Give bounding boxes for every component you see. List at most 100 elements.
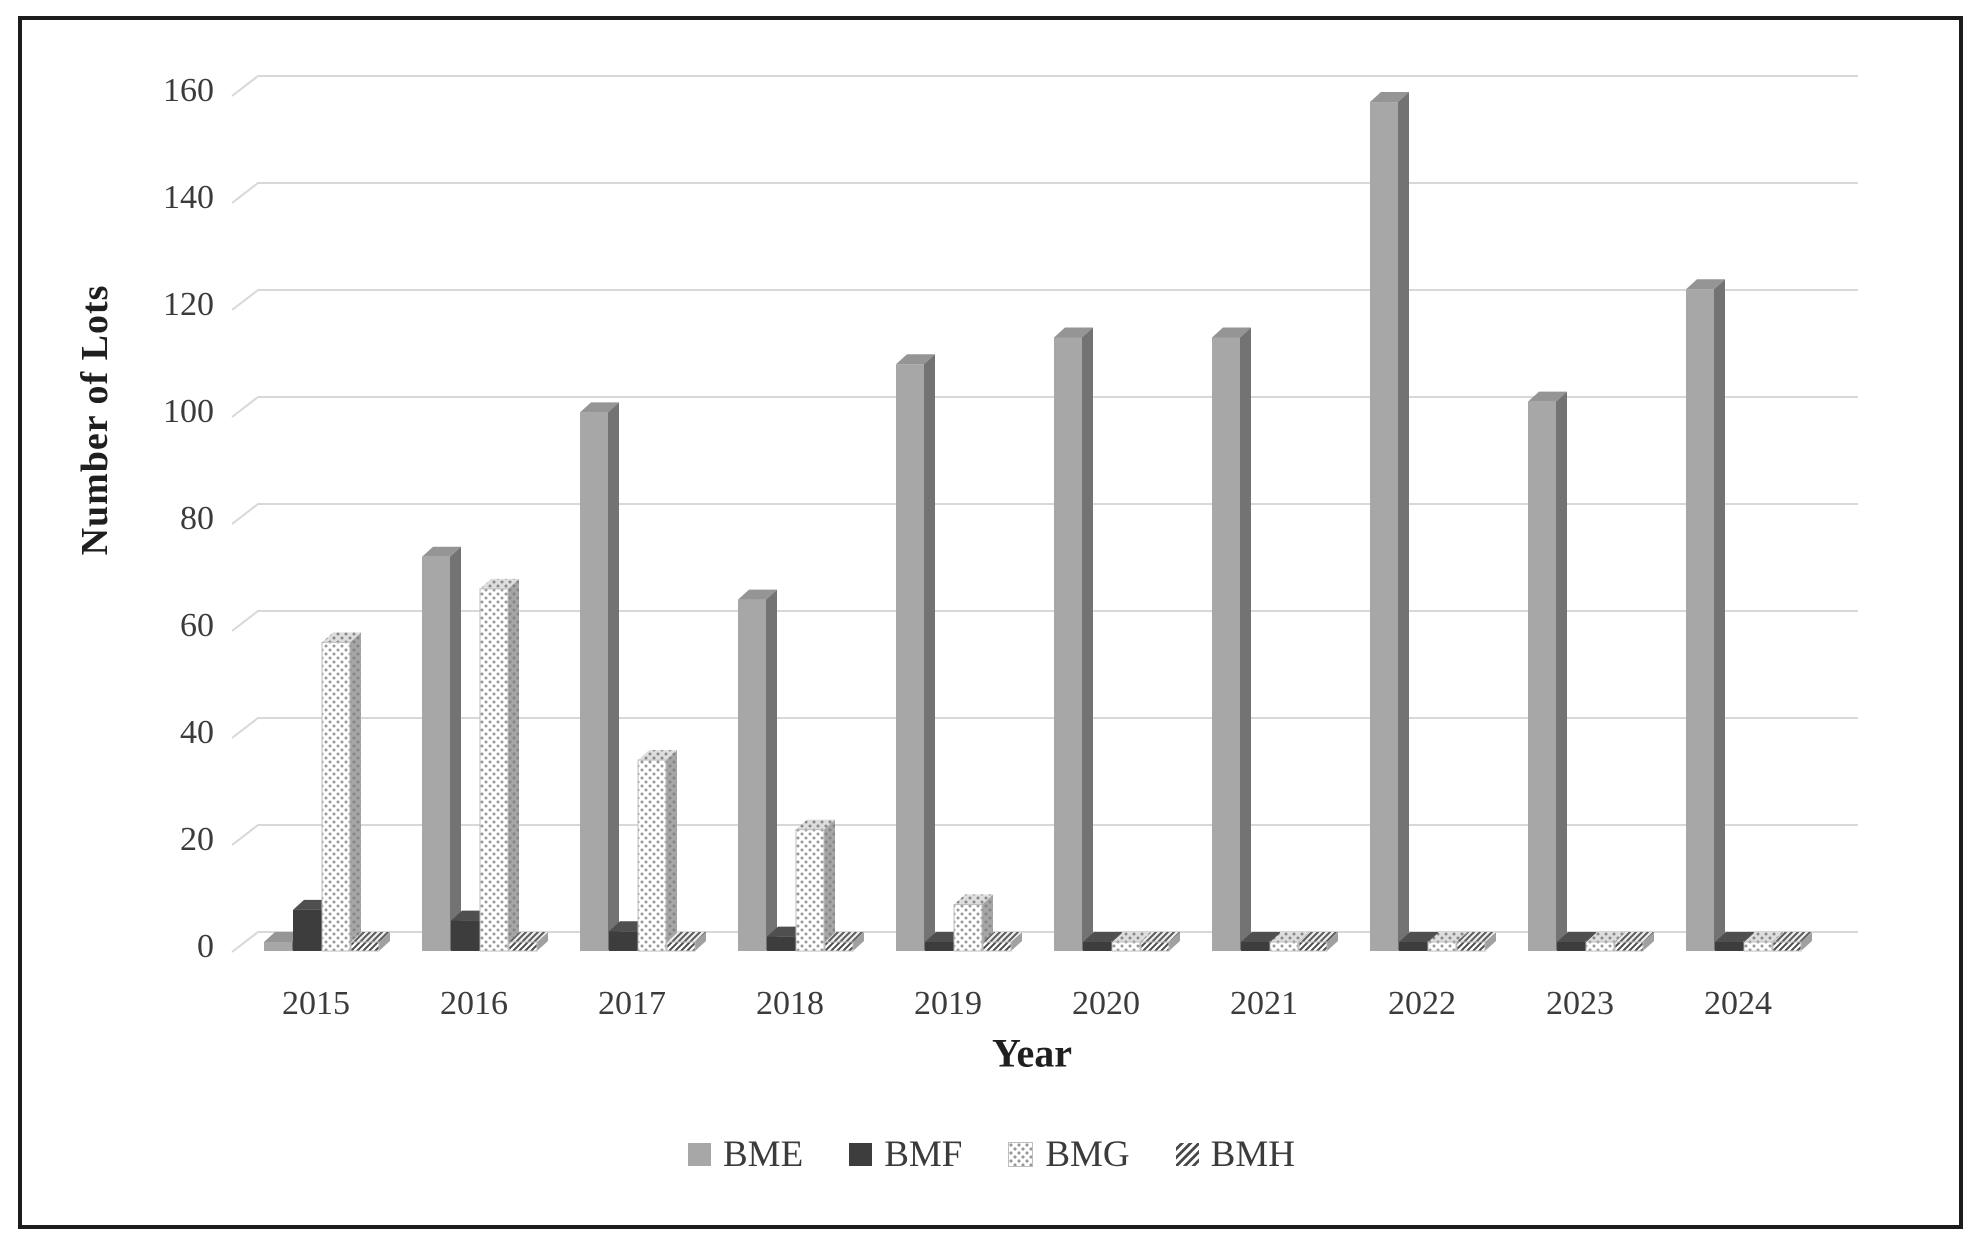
- bar-front-face: [1427, 941, 1457, 952]
- bar-top-face: [1054, 327, 1093, 338]
- bar-front-face: [1557, 942, 1585, 951]
- legend-item-bmg: BMG: [1008, 1134, 1130, 1175]
- bar-BME-2019: [896, 354, 935, 951]
- bar-side-face: [1082, 327, 1093, 951]
- bar-top-face: [1715, 932, 1754, 942]
- bar-top-face: [1112, 932, 1151, 942]
- bar-top-face: [1428, 932, 1467, 942]
- bar-BME-2023: [1528, 391, 1567, 951]
- bar-top-face: [1141, 932, 1180, 942]
- bar-side-face: [695, 932, 706, 951]
- bar-BMH-2024: [1772, 932, 1812, 952]
- bar-front-face: [1528, 401, 1556, 951]
- bar-top-face: [1083, 932, 1122, 942]
- bar-BME-2016: [422, 546, 461, 951]
- bar-BMH-2019: [982, 932, 1022, 952]
- bar-front-face: [795, 829, 825, 952]
- bar-front-face: [1212, 337, 1240, 951]
- legend-swatch-bmf: [849, 1143, 873, 1166]
- gridline: [231, 824, 1858, 846]
- bar-front-face: [1083, 942, 1111, 951]
- bar-BMH-2023: [1614, 932, 1654, 952]
- y-tick-label: 0: [197, 928, 214, 965]
- y-tick-label: 160: [163, 72, 214, 109]
- bar-side-face: [379, 932, 390, 951]
- legend-item-bme: BME: [688, 1136, 803, 1173]
- x-category-label: 2016: [440, 985, 508, 1022]
- bar-front-face: [1585, 941, 1615, 952]
- bar-side-face: [1011, 932, 1022, 951]
- bar-side-face: [1643, 932, 1654, 951]
- bar-top-face: [1586, 932, 1625, 942]
- x-category-label: 2015: [282, 985, 350, 1022]
- bar-top-face: [1399, 932, 1438, 942]
- bar-top-face: [1457, 932, 1496, 942]
- bar-side-face: [1485, 932, 1496, 951]
- bar-top-face: [825, 932, 864, 942]
- legend-item-bmh: BMH: [1175, 1134, 1295, 1175]
- bar-BMG-2018: [795, 819, 835, 952]
- bar-BMH-2022: [1456, 932, 1496, 952]
- legend-swatch-bme: [688, 1143, 711, 1166]
- bar-top-face: [1299, 932, 1338, 942]
- x-category-label: 2019: [914, 985, 982, 1022]
- bar-front-face: [824, 941, 854, 952]
- bar-side-face: [853, 932, 864, 951]
- bar-front-face: [264, 942, 292, 951]
- y-tick-label: 140: [163, 179, 214, 216]
- legend-swatch-bmg: [1008, 1142, 1034, 1167]
- y-tick-label: 120: [163, 286, 214, 323]
- bar-front-face: [451, 920, 479, 951]
- gridline: [231, 182, 1858, 204]
- bar-top-face: [1212, 327, 1251, 338]
- bar-top-face: [738, 589, 777, 600]
- legend-label: BMH: [1210, 1134, 1295, 1175]
- bar-side-face: [1556, 391, 1567, 951]
- bar-top-face: [509, 932, 548, 942]
- bar-side-face: [1169, 932, 1180, 951]
- bar-front-face: [479, 588, 509, 952]
- bar-BME-2024: [1686, 279, 1725, 951]
- bar-front-face: [580, 412, 608, 952]
- bar-front-face: [609, 931, 637, 951]
- y-tick-label: 80: [180, 500, 214, 537]
- bar-top-face: [1686, 279, 1725, 290]
- y-tick-label: 20: [180, 821, 214, 858]
- legend-label: BME: [723, 1134, 804, 1175]
- bar-BME-2017: [580, 402, 619, 952]
- bar-top-face: [480, 578, 519, 589]
- gridline: [231, 610, 1858, 632]
- bar-top-face: [1270, 932, 1309, 942]
- bar-side-face: [924, 354, 935, 951]
- x-category-label: 2024: [1704, 985, 1772, 1022]
- bar-side-face: [766, 589, 777, 951]
- bar-side-face: [1327, 932, 1338, 951]
- bar-front-face: [1772, 941, 1802, 952]
- bar-top-face: [1241, 932, 1280, 942]
- bar-top-face: [954, 894, 993, 905]
- legend-label: BMG: [1045, 1134, 1130, 1175]
- bar-front-face: [925, 942, 953, 951]
- bar-front-face: [1399, 942, 1427, 951]
- bar-front-face: [1054, 337, 1082, 951]
- bar-BMH-2021: [1298, 932, 1338, 952]
- bar-top-face: [580, 402, 619, 413]
- bar-BME-2021: [1212, 327, 1251, 951]
- gridline: [231, 503, 1858, 525]
- bar-BMH-2017: [666, 932, 706, 952]
- bar-front-face: [1140, 941, 1170, 952]
- bar-top-face: [351, 932, 390, 942]
- x-category-label: 2020: [1072, 985, 1140, 1022]
- bar-BME-2022: [1370, 92, 1409, 952]
- y-tick-label: 100: [163, 393, 214, 430]
- bar-side-face: [1240, 327, 1251, 951]
- y-tick-label: 40: [180, 714, 214, 751]
- legend-swatch-bmh: [1175, 1143, 1199, 1166]
- legend-label: BMF: [884, 1134, 963, 1175]
- bar-front-face: [422, 556, 450, 951]
- bar-BMH-2016: [508, 932, 548, 952]
- bar-side-face: [1714, 279, 1725, 951]
- bar-BME-2020: [1054, 327, 1093, 951]
- bar-front-face: [1298, 941, 1328, 952]
